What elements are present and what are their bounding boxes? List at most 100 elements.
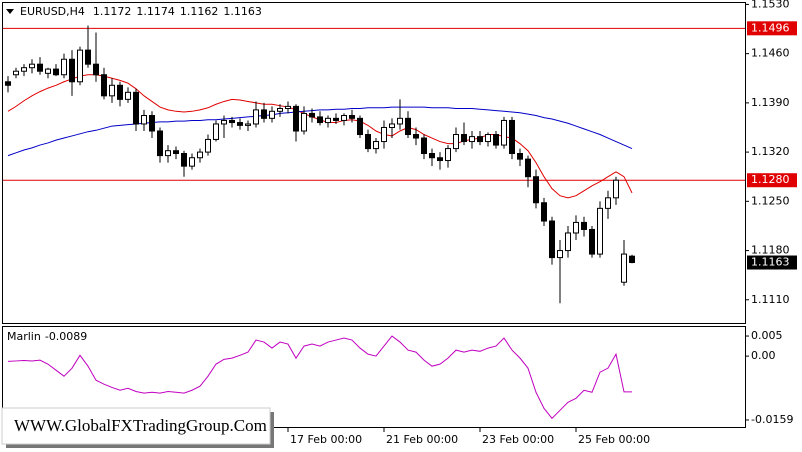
indicator-tick-label: -0.0159 [751, 413, 793, 426]
indicator-name: Marlin [7, 330, 41, 343]
candle-body [589, 228, 595, 255]
candle-body [581, 221, 587, 230]
candle-body [125, 91, 131, 100]
candle-body [149, 115, 155, 132]
candle-body [485, 134, 491, 143]
candle-body [197, 151, 203, 159]
candle-body [621, 253, 627, 283]
candle-body [237, 122, 243, 126]
candle-body [109, 84, 115, 97]
candle-body [413, 134, 419, 139]
indicator-line [7, 335, 632, 420]
candle-body [293, 105, 299, 132]
header-low: 1.1162 [180, 5, 219, 18]
level-label: 1.1496 [751, 21, 790, 34]
candle-body [397, 117, 403, 125]
candle-body [405, 117, 411, 136]
candle-body [365, 134, 371, 150]
candle-body [133, 91, 139, 125]
candle-body [453, 134, 459, 150]
candle-body [549, 220, 555, 259]
candle-body [45, 68, 51, 74]
candle-body [613, 179, 619, 199]
y-tick-label: 1.1460 [751, 47, 790, 60]
candle-body [461, 134, 467, 143]
candle-body [21, 67, 27, 72]
candle-body [421, 137, 427, 155]
candle-body [181, 153, 187, 167]
candle-body [85, 49, 91, 65]
candle-body [525, 158, 531, 178]
y-tick-label: 1.1530 [751, 0, 790, 10]
candle-body [245, 123, 251, 126]
candle-body [437, 157, 443, 162]
candle-body [37, 63, 43, 72]
candle-body [597, 207, 603, 255]
candle-body [517, 153, 523, 160]
x-tick-label: 23 Feb 00:00 [482, 433, 554, 446]
candle-body [429, 153, 435, 159]
watermark: WWW.GlobalFXTradingGroup.Com [14, 416, 267, 435]
candle-body [557, 250, 563, 259]
candle-body [269, 110, 275, 119]
candle-body [93, 63, 99, 76]
candle-body [13, 70, 19, 76]
price-label: 1.1163 [751, 256, 790, 269]
candle-body [229, 119, 235, 124]
candle-body [373, 141, 379, 150]
candle-body [261, 109, 267, 119]
marks: 1.15301.14601.13901.13201.12501.11801.11… [3, 0, 797, 446]
candle-body [205, 138, 211, 153]
candle-body [357, 117, 363, 136]
x-tick-label: 25 Feb 00:00 [578, 433, 650, 446]
x-tick-label: 21 Feb 00:00 [386, 433, 458, 446]
level-label-bg [747, 21, 797, 36]
y-tick-label: 1.1110 [751, 293, 790, 306]
candle-body [253, 109, 259, 125]
candle-body [341, 115, 347, 121]
candle-body [629, 255, 635, 264]
candle-body [117, 84, 123, 100]
header-close: 1.1163 [223, 5, 262, 18]
main-panel [2, 2, 746, 324]
candle-body [605, 197, 611, 209]
y-tick-label: 1.1390 [751, 96, 790, 109]
y-tick-label: 1.1320 [751, 145, 790, 158]
candle-body [533, 176, 539, 204]
candle-body [277, 107, 283, 112]
candle-body [29, 63, 35, 69]
candle-body [509, 119, 515, 155]
candle-body [349, 115, 355, 119]
header-open: 1.1172 [93, 5, 132, 18]
candle-body [53, 68, 59, 76]
candle-body [333, 117, 339, 121]
y-tick-label: 1.1250 [751, 194, 790, 207]
level-label: 1.1280 [751, 173, 790, 186]
candle-body [469, 136, 475, 143]
level-label-bg [747, 173, 797, 188]
chart-header: EURUSD,H4 1.1172 1.1174 1.1162 1.1163 [20, 5, 262, 18]
candle-body [325, 117, 331, 124]
watermark-box [1, 407, 271, 445]
candle-body [317, 116, 323, 124]
candle-body [445, 148, 451, 162]
candle-body [69, 58, 75, 83]
header-high: 1.1174 [136, 5, 175, 18]
x-tick-label: 17 Feb 00:00 [290, 433, 362, 446]
candle-body [285, 105, 291, 109]
candle-body [301, 112, 307, 132]
candle-body [173, 150, 179, 155]
moving-average [7, 106, 633, 157]
candle-body [477, 136, 483, 143]
indicator-last: -0.0089 [45, 330, 87, 343]
indicator-label: Marlin -0.0089 [7, 330, 87, 343]
price-label-bg [747, 255, 797, 270]
indicator-tick-label: 0.005 [751, 329, 783, 342]
candle-body [493, 134, 499, 146]
menu-triangle [6, 9, 14, 14]
candle-body [541, 202, 547, 222]
candle-body [157, 130, 163, 157]
candle-body [189, 157, 195, 167]
